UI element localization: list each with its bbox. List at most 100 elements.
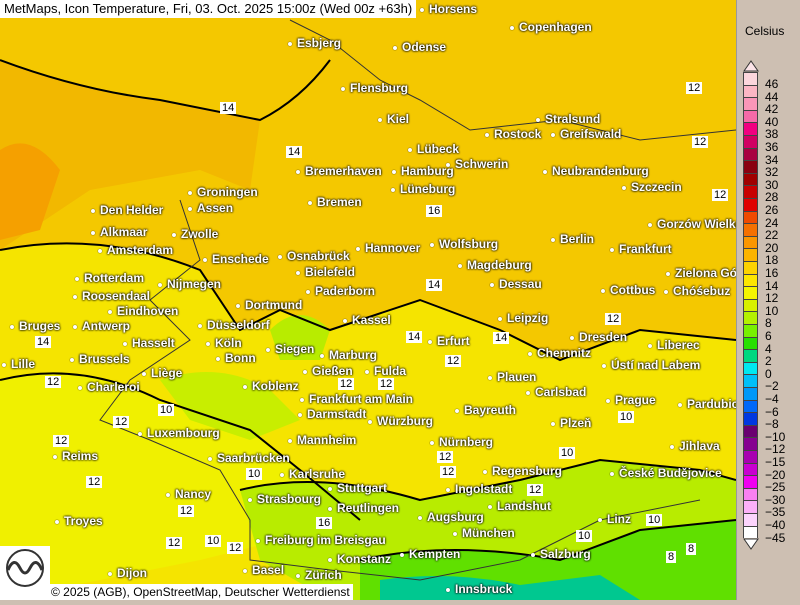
contour-label: 12 — [86, 476, 103, 488]
city-label: Gießen — [303, 364, 353, 378]
contour-label: 12 — [378, 378, 395, 390]
legend-swatch — [743, 172, 758, 186]
legend-value: −45 — [765, 530, 786, 545]
legend-entry: 34 — [743, 147, 799, 166]
legend-value: −20 — [765, 467, 786, 482]
city-label: Wolfsburg — [430, 237, 498, 251]
legend-entry: −2 — [743, 374, 799, 392]
attribution: © 2025 (AGB), OpenStreetMap, Deutscher W… — [48, 584, 353, 600]
legend-swatch — [743, 235, 758, 249]
legend-swatch — [743, 210, 758, 224]
contour-label: 14 — [426, 279, 443, 291]
legend-entry: −10 — [743, 424, 799, 443]
legend-unit: Celsius — [745, 24, 785, 38]
city-label: Erfurt — [428, 334, 470, 348]
city-label: Nijmegen — [158, 277, 221, 291]
city-label: Bonn — [216, 351, 256, 365]
contour-label: 12 — [178, 505, 195, 517]
city-label: Rostock — [485, 127, 541, 141]
legend-entry: 46 — [743, 72, 799, 90]
legend-swatch — [743, 135, 758, 148]
legend-value: 12 — [765, 291, 779, 306]
legend-swatch — [743, 273, 758, 287]
legend-swatch — [743, 513, 758, 526]
legend-swatch — [743, 462, 758, 476]
legend-swatch — [743, 109, 758, 123]
legend-value: 14 — [765, 278, 779, 293]
legend-swatch — [743, 361, 758, 375]
city-label: Kiel — [378, 112, 409, 126]
legend-swatch — [743, 97, 758, 110]
city-label: Greifswald — [551, 127, 621, 141]
city-label: Jihlava — [670, 439, 720, 453]
legend-value: 0 — [765, 366, 772, 381]
contour-label: 12 — [45, 376, 62, 388]
contour-label: 14 — [35, 336, 52, 348]
legend-value: 38 — [765, 127, 779, 142]
city-label: Enschede — [203, 252, 269, 266]
city-label: Innsbruck — [446, 582, 512, 596]
city-label: Rotterdam — [75, 271, 144, 285]
legend-value: −30 — [765, 492, 786, 507]
city-label: Liberec — [648, 338, 700, 352]
city-label: Karlsruhe — [280, 467, 345, 481]
city-label: Bayreuth — [455, 403, 516, 417]
city-label: Dresden — [570, 330, 627, 344]
legend-entry: 38 — [743, 122, 799, 140]
legend-entry: −4 — [743, 387, 799, 405]
legend-entry: −30 — [743, 487, 799, 506]
contour-label: 12 — [527, 484, 544, 496]
city-label: Bruges — [10, 319, 60, 333]
legend-entry: 14 — [743, 273, 799, 292]
city-label: Hannover — [356, 241, 420, 255]
city-label: Kempten — [400, 547, 460, 561]
contour-label: 10 — [576, 530, 593, 542]
legend-entry: 36 — [743, 135, 799, 153]
city-label: Koblenz — [243, 379, 299, 393]
contour-label: 14 — [493, 332, 510, 344]
legend-swatch — [743, 286, 758, 299]
contour-label: 12 — [445, 355, 462, 367]
legend-max-arrow-icon — [743, 60, 759, 72]
legend-entry: −20 — [743, 462, 799, 481]
legend-swatch — [743, 84, 758, 98]
legend-value: 30 — [765, 177, 779, 192]
legend-value: 28 — [765, 190, 779, 205]
legend-entry: −35 — [743, 500, 799, 518]
contour-label: 12 — [338, 378, 355, 390]
city-label: Darmstadt — [298, 407, 366, 421]
legend-value: −25 — [765, 480, 786, 495]
city-label: České Budějovice — [610, 466, 722, 480]
legend-value: 6 — [765, 329, 772, 343]
legend-value: 40 — [765, 114, 779, 129]
contour-label: 10 — [205, 535, 222, 547]
contour-label: 10 — [158, 404, 175, 416]
legend-swatch — [743, 185, 758, 198]
city-label: Assen — [188, 201, 233, 215]
city-label: Düsseldorf — [198, 318, 270, 332]
legend-swatch — [743, 437, 758, 450]
city-label: Reims — [53, 449, 98, 463]
temperature-map[interactable]: 14 12 12 14 16 12 14 14 12 14 14 12 12 12 12 10 12 10 12 12… — [0, 0, 736, 600]
legend-swatch — [743, 412, 758, 425]
legend-swatch — [743, 450, 758, 463]
city-label: Cottbus — [601, 283, 655, 297]
city-label: Zielona Góra — [666, 266, 736, 280]
city-label: Horsens — [420, 2, 477, 16]
legend-value: −4 — [765, 392, 779, 406]
legend-entry: 6 — [743, 324, 799, 342]
city-label: Reutlingen — [328, 501, 399, 515]
contour-label: 16 — [426, 205, 443, 217]
city-label: Leipzig — [498, 311, 548, 325]
legend-entry: −6 — [743, 399, 799, 418]
legend-entry: 4 — [743, 336, 799, 355]
legend-swatch — [743, 349, 758, 362]
city-label: Nancy — [166, 487, 211, 501]
legend-value: 24 — [765, 215, 779, 230]
city-label: Liège — [142, 366, 182, 380]
city-label: Lüneburg — [391, 182, 455, 196]
contour-label: 10 — [618, 411, 635, 423]
legend-swatch — [743, 147, 758, 161]
city-label: Amsterdam — [98, 243, 173, 257]
city-label: Roosendaal — [73, 289, 150, 303]
